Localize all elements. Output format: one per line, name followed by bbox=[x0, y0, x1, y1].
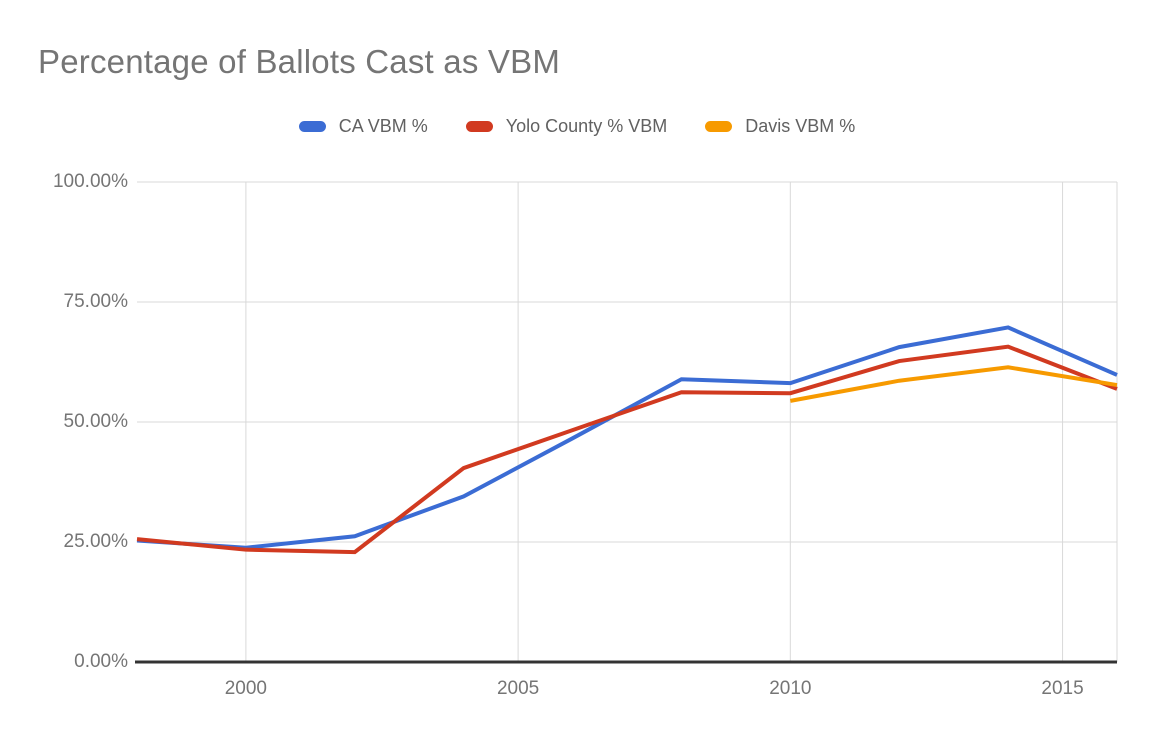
series-line-ca-vbm- bbox=[136, 325, 1118, 550]
series-line-yolo-county-vbm bbox=[136, 344, 1118, 555]
x-axis-label: 2005 bbox=[496, 678, 540, 699]
series-line-davis-vbm- bbox=[789, 365, 1118, 403]
x-axis-label: 2010 bbox=[769, 678, 812, 699]
y-axis-label: 100.00% bbox=[52, 171, 128, 192]
legend-label: Yolo County % VBM bbox=[505, 115, 668, 136]
legend-label: CA VBM % bbox=[338, 115, 428, 136]
chart-legend: CA VBM % Yolo County % VBM Davis VBM % bbox=[0, 112, 1154, 140]
x-axis-label: 2000 bbox=[224, 678, 268, 699]
y-axis-label: 50.00% bbox=[63, 411, 128, 432]
y-axis-label: 25.00% bbox=[63, 531, 128, 552]
legend-swatch-icon bbox=[465, 120, 493, 132]
y-axis-label: 0.00% bbox=[74, 651, 128, 672]
legend-swatch-icon bbox=[705, 120, 733, 132]
chart-title: Percentage of Ballots Cast as VBM bbox=[38, 43, 561, 80]
legend-item-yolo-county-vbm: Yolo County % VBM bbox=[465, 115, 668, 137]
legend-swatch-icon bbox=[298, 120, 326, 132]
x-axis-label: 2015 bbox=[1041, 678, 1084, 699]
y-axis-label: 75.00% bbox=[63, 291, 128, 312]
legend-item-davis-vbm-: Davis VBM % bbox=[705, 116, 855, 137]
legend-label: Davis VBM % bbox=[745, 115, 856, 136]
legend-item-ca-vbm-: CA VBM % bbox=[298, 115, 428, 137]
